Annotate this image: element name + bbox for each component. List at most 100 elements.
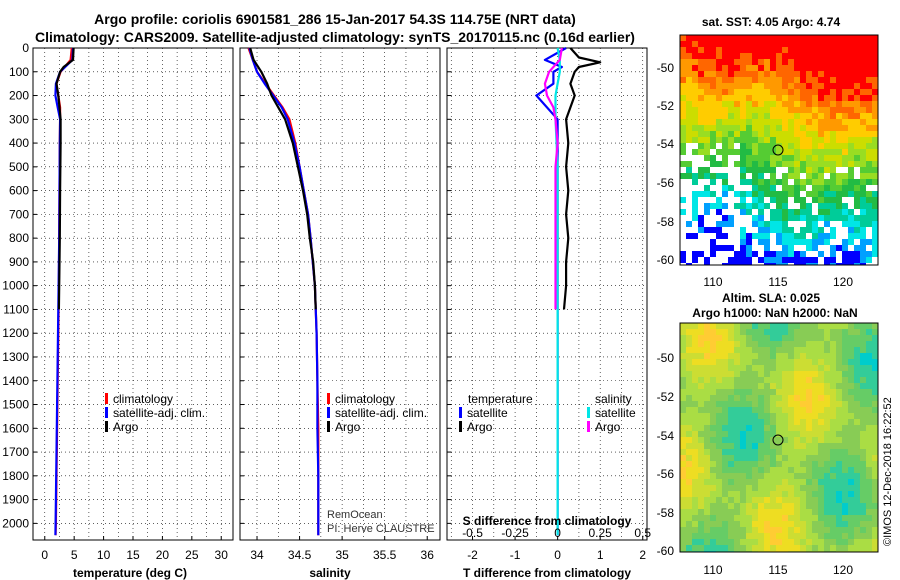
sst-cell (830, 113, 837, 120)
sla-cell (698, 503, 705, 510)
sla-cell (806, 347, 813, 354)
sla-cell (746, 437, 753, 444)
sst-cell (746, 59, 753, 66)
sst-cell (806, 47, 813, 54)
sst-cell (872, 65, 878, 72)
sla-cell (836, 437, 843, 444)
sla-cell (776, 389, 783, 396)
sla-cell (818, 341, 825, 348)
sst-cell (788, 191, 795, 198)
sla-cell (692, 455, 699, 462)
sst-cell (812, 161, 819, 168)
sst-cell (698, 257, 705, 264)
sla-cell (710, 455, 717, 462)
sst-cell (740, 227, 747, 234)
sst-cell (740, 263, 747, 265)
sst-cell (704, 131, 711, 138)
sst-cell (710, 167, 717, 174)
sla-cell (836, 527, 843, 534)
sla-cell (758, 527, 765, 534)
sla-cell (818, 431, 825, 438)
sla-cell (728, 503, 735, 510)
sst-cell (710, 203, 717, 210)
sla-cell (680, 443, 687, 450)
sst-cell (722, 155, 729, 162)
sla-cell (782, 365, 789, 372)
sst-cell (710, 197, 717, 204)
sla-cell (752, 401, 759, 408)
sst-cell (704, 107, 711, 114)
sst-map-x-ticks: 110 115 120 (703, 275, 853, 289)
sla-cell (812, 395, 819, 402)
sla-cell (854, 323, 861, 330)
sla-cell (752, 335, 759, 342)
sst-cell (704, 41, 711, 48)
sla-cell (806, 419, 813, 426)
sst-cell (734, 113, 741, 120)
sla-cell (728, 497, 735, 504)
sst-cell (842, 107, 849, 114)
sst-cell (860, 41, 867, 48)
sst-cell (842, 221, 849, 228)
depth-tick-label: 1800 (2, 469, 29, 483)
sst-cell (734, 107, 741, 114)
sla-cell (770, 497, 777, 504)
sla-cell (722, 467, 729, 474)
sla-cell (788, 425, 795, 432)
sla-cell (854, 497, 861, 504)
sst-cell (794, 77, 801, 84)
sla-cell (794, 371, 801, 378)
sla-cell (686, 347, 693, 354)
sla-cell (776, 497, 783, 504)
sla-cell (686, 467, 693, 474)
sla-cell (776, 437, 783, 444)
x-tick-label: 0 (554, 548, 561, 562)
sla-cell (746, 389, 753, 396)
sla-ytick: -50 (657, 351, 675, 365)
sla-cell (680, 401, 687, 408)
sla-cell (722, 485, 729, 492)
sst-cell (758, 161, 765, 168)
sla-cell (722, 521, 729, 528)
sla-cell (812, 515, 819, 522)
sst-cell (830, 263, 837, 265)
sst-cell (770, 47, 777, 54)
sst-cell (812, 227, 819, 234)
sla-cell (680, 341, 687, 348)
sla-cell (734, 479, 741, 486)
sla-cell (734, 521, 741, 528)
sla-cell (794, 467, 801, 474)
sst-cell (716, 179, 723, 186)
sla-cell (836, 461, 843, 468)
sst-cell (830, 143, 837, 150)
sla-cell (758, 395, 765, 402)
sla-cell (740, 425, 747, 432)
sla-cell (782, 455, 789, 462)
sst-cell (686, 47, 693, 54)
sla-cell (734, 341, 741, 348)
sst-cell (848, 191, 855, 198)
sla-cell (848, 503, 855, 510)
sst-cell (866, 257, 873, 264)
sst-cell (860, 209, 867, 216)
sla-cell (746, 455, 753, 462)
sla-cell (680, 533, 687, 540)
sst-cell (836, 173, 843, 180)
sla-cell (710, 431, 717, 438)
sla-cell (776, 491, 783, 498)
sla-cell (872, 347, 878, 354)
sst-cell (800, 239, 807, 246)
sst-cell (698, 197, 705, 204)
sla-cell (686, 497, 693, 504)
sla-cell (860, 395, 867, 402)
sst-cell (722, 95, 729, 102)
sst-cell (800, 167, 807, 174)
sla-cell (704, 479, 711, 486)
sla-cell (854, 461, 861, 468)
sla-cell (776, 479, 783, 486)
sst-cell (782, 71, 789, 78)
sla-cell (800, 479, 807, 486)
sla-cell (776, 407, 783, 414)
sla-cell (758, 509, 765, 516)
sst-cell (842, 113, 849, 120)
